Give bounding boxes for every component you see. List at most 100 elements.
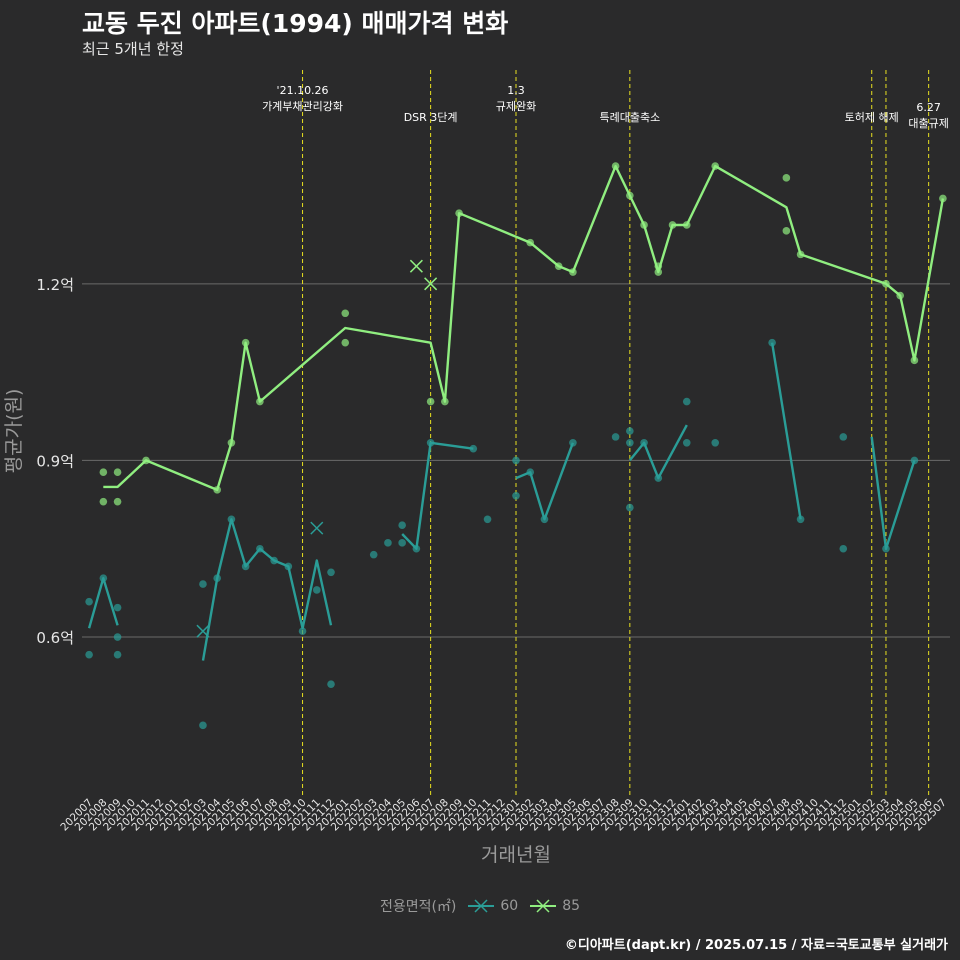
data-point-60 — [626, 438, 634, 447]
legend-key-60-icon — [468, 899, 495, 913]
event-label: 대출규제 — [908, 117, 948, 130]
data-point-60 — [839, 433, 848, 441]
series-line-60 — [87, 577, 119, 629]
data-point-85 — [796, 250, 805, 259]
data-point-85 — [213, 486, 221, 494]
axes: 0.6억0.9억1.2억2020072020082020092020102020… — [3, 276, 949, 866]
data-point-60 — [199, 580, 207, 588]
data-point-60 — [540, 515, 549, 524]
data-point-60 — [298, 627, 307, 635]
data-point-85 — [939, 194, 947, 203]
data-point-60 — [85, 597, 93, 606]
data-point-60 — [626, 503, 634, 512]
legend-title: 전용면적(㎡) — [379, 899, 457, 915]
data-point-85 — [341, 309, 350, 318]
data-point-60 — [327, 680, 335, 688]
data-point-60 — [85, 650, 93, 659]
data-point-60 — [469, 444, 478, 453]
data-point-85 — [455, 209, 463, 217]
data-point-60 — [569, 438, 577, 447]
data-point-60 — [426, 438, 435, 447]
event-lines — [302, 70, 930, 796]
data-point-85 — [896, 291, 904, 300]
data-point-85 — [113, 497, 122, 506]
event-label: 규제완화 — [496, 100, 536, 113]
data-point-85 — [668, 221, 677, 229]
data-point-60 — [384, 539, 392, 547]
series-line-60 — [770, 342, 802, 520]
data-point-60 — [398, 539, 406, 547]
source-caption: ©디아파트(dapt.kr) / 2025.07.15 / 자료=국토교통부 실… — [564, 938, 948, 953]
data-point-85 — [241, 338, 250, 347]
data-point-85 — [654, 268, 663, 276]
legend-key-85-icon — [530, 899, 557, 913]
data-point-60 — [882, 544, 890, 553]
legend-label-60: 60 — [500, 898, 519, 914]
cross-marker-60 — [196, 624, 210, 638]
event-label: 가계부채관리강화 — [262, 100, 343, 113]
data-point-60 — [113, 650, 122, 659]
y-tick-label: 1.2억 — [36, 276, 74, 294]
series-line-60 — [628, 424, 688, 480]
data-point-85 — [910, 356, 919, 365]
data-point-60 — [512, 456, 520, 465]
legend-item-85: 85 — [528, 898, 580, 914]
data-point-60 — [512, 491, 520, 500]
data-point-85 — [569, 268, 577, 276]
data-point-85 — [711, 162, 720, 170]
series-line-60 — [201, 518, 333, 661]
data-point-85 — [227, 438, 236, 447]
data-point-60 — [284, 562, 293, 571]
data-point-60 — [839, 544, 848, 553]
legend: 전용면적(㎡) 60 85 — [0, 896, 960, 916]
event-label: DSR 3단계 — [404, 111, 458, 124]
series-line-60 — [401, 441, 474, 550]
data-point-60 — [682, 438, 691, 447]
data-point-60 — [256, 544, 264, 553]
data-point-60 — [654, 474, 663, 482]
data-point-60 — [398, 521, 406, 529]
legend-item-60: 60 — [466, 898, 518, 914]
chart-title: 교동 두진 아파트(1994) 매매가격 변화 — [82, 9, 509, 38]
y-tick-label: 0.9억 — [36, 452, 74, 470]
x-axis-label: 거래년월 — [481, 844, 551, 866]
data-point-85 — [441, 397, 449, 406]
data-point-85 — [341, 338, 350, 347]
chart-subtitle: 최근 5개년 한정 — [82, 40, 184, 58]
data-point-85 — [99, 468, 108, 477]
cross-marker-85 — [409, 259, 423, 273]
data-point-85 — [782, 174, 791, 182]
y-axis-label: 평균가(원) — [3, 389, 25, 474]
data-point-60 — [682, 397, 691, 406]
data-point-85 — [626, 191, 634, 200]
cross-marker-85 — [424, 277, 438, 291]
data-point-60 — [213, 574, 221, 582]
data-point-60 — [768, 338, 776, 347]
data-point-60 — [270, 556, 278, 565]
data-point-85 — [256, 397, 264, 406]
data-point-85 — [113, 468, 122, 477]
data-point-60 — [526, 468, 535, 477]
data-point-85 — [682, 221, 691, 229]
cross-marker-60 — [310, 521, 324, 535]
data-point-60 — [369, 550, 378, 559]
data-point-60 — [241, 562, 250, 571]
data-point-60 — [910, 456, 919, 465]
data-point-85 — [426, 397, 435, 406]
data-point-85 — [654, 262, 663, 270]
event-label: '21.10.26 — [277, 84, 329, 97]
data-point-60 — [796, 515, 805, 524]
data-point-85 — [611, 162, 620, 170]
event-label: 특례대출축소 — [599, 111, 660, 124]
data-point-60 — [199, 721, 207, 730]
data-point-60 — [412, 544, 421, 553]
series-line-60 — [870, 436, 916, 550]
data-point-60 — [113, 603, 122, 612]
data-point-60 — [113, 633, 122, 641]
data-point-60 — [711, 438, 720, 447]
data-point-60 — [626, 427, 634, 435]
series-points — [85, 162, 947, 730]
data-point-60 — [611, 433, 620, 441]
